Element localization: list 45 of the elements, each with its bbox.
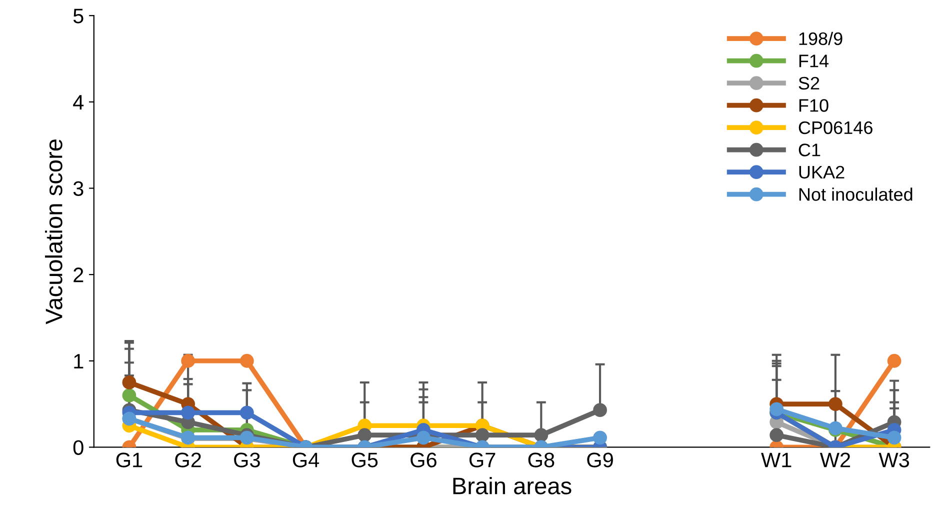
y-axis-title: Vacuolation score — [45, 139, 62, 324]
x-tick-label: G5 — [352, 452, 378, 468]
legend-label: CP06146 — [798, 121, 872, 134]
point — [240, 354, 254, 368]
point — [181, 354, 196, 368]
legend-label: UKA2 — [799, 166, 844, 179]
point — [416, 430, 430, 445]
point — [770, 428, 784, 442]
x-tick-label: W3 — [878, 452, 910, 468]
point — [887, 354, 902, 368]
x-tick-label: G1 — [116, 452, 142, 468]
point — [122, 388, 136, 402]
x-tick-label: G9 — [587, 452, 613, 468]
point — [534, 428, 548, 442]
point — [240, 406, 254, 420]
x-tick-label: G2 — [175, 452, 201, 468]
legend-label: S2 — [798, 76, 820, 90]
x-tick-label: G8 — [528, 452, 554, 468]
legend-label: F10 — [799, 99, 828, 112]
y-tick-label: 4 — [73, 95, 84, 110]
point — [828, 397, 842, 411]
x-tick-label: G6 — [410, 452, 436, 468]
y-tick-label: 0 — [73, 440, 84, 455]
point — [475, 428, 490, 442]
legend-label: Not inoculated — [799, 188, 912, 201]
x-axis-title: Brain areas — [453, 477, 572, 494]
x-tick-label: W2 — [820, 452, 850, 468]
legend-label: F14 — [799, 54, 829, 68]
point — [593, 403, 607, 418]
legend-label: 198/9 — [799, 32, 842, 46]
y-tick-label: 2 — [74, 268, 84, 282]
point — [887, 430, 902, 445]
legend-label: C1 — [798, 144, 820, 156]
y-tick-label: 3 — [73, 181, 84, 196]
x-tick-label: G7 — [469, 452, 496, 468]
point — [770, 402, 784, 416]
x-tick-label: W1 — [761, 452, 792, 468]
point — [122, 376, 136, 390]
point — [593, 430, 607, 445]
x-tick-label: G3 — [234, 452, 260, 468]
y-tick-label: 1 — [74, 354, 84, 368]
point — [358, 428, 372, 442]
x-tick-label: G4 — [292, 452, 320, 468]
y-tick-label: 5 — [73, 8, 84, 24]
point — [181, 406, 196, 420]
